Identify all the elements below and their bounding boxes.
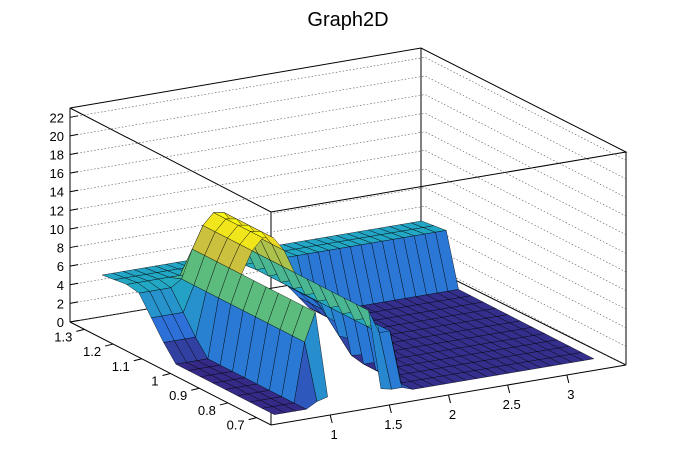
grid-line [69,75,627,180]
x-axis: 1 1.5 2 2.5 3 [329,374,574,442]
y-tick-mark [133,358,142,362]
z-tick-label: 12 [50,203,64,218]
y-tick-mark [104,343,114,347]
z-tick-label: 22 [50,110,64,125]
x-tick-label: 3 [567,387,574,402]
z-tick-label: 4 [57,278,64,293]
x-tick-label: 1.5 [384,417,402,432]
grid-line [69,187,627,291]
y-tick-label: 1.3 [54,329,72,344]
y-tick-mark [162,373,171,376]
z-tick-label: 14 [50,185,64,200]
grid-line [69,131,627,236]
z-tick-label: 10 [50,222,64,237]
x-tick-mark [329,414,333,424]
surface-plot [101,212,595,415]
z-tick-mark [69,152,79,156]
grid-line [69,112,627,217]
z-tick-mark [69,133,79,137]
y-tick-mark [248,417,257,421]
y-tick-mark [219,402,229,406]
z-tick-label: 2 [57,296,64,311]
x-tick-label: 2.5 [503,397,521,412]
z-tick-mark [69,226,79,230]
y-axis: 0.7 0.8 0.9 1 1.1 1.2 1.3 [54,328,257,433]
grid-line [69,150,627,254]
z-axis: 0 2 4 6 8 10 12 14 16 18 20 22 [50,110,79,330]
z-tick-label: 18 [50,148,64,163]
x-tick-mark [507,384,511,394]
x-tick-label: 2 [449,407,456,422]
z-tick-label: 6 [57,259,64,274]
z-tick-mark [69,189,79,193]
y-tick-label: 1.2 [83,344,101,359]
grid-line [69,168,627,273]
y-tick-mark [191,387,200,391]
z-tick-label: 0 [57,315,64,330]
z-tick-mark [69,245,79,249]
x-tick-mark [566,374,570,384]
y-tick-mark [76,328,85,332]
x-tick-mark [448,394,451,404]
z-tick-mark [69,282,79,286]
x-tick-label: 1 [331,427,338,442]
z-tick-mark [69,208,79,211]
z-tick-label: 20 [50,129,64,144]
z-tick-label: 16 [50,166,64,181]
grid-line [69,205,627,310]
z-tick-mark [69,264,79,267]
z-tick-mark [69,115,79,118]
grid-line [69,56,627,161]
grid-line [69,94,627,198]
x-tick-mark [388,404,392,414]
z-tick-mark [69,301,79,304]
y-tick-label: 0.8 [198,403,216,418]
y-tick-label: 1 [151,374,158,389]
chart-title: Graph2D [307,9,388,31]
z-tick-label: 8 [57,241,64,256]
y-tick-label: 0.7 [227,418,245,433]
y-tick-label: 0.9 [169,388,187,403]
z-tick-mark [69,320,79,323]
y-tick-label: 1.1 [112,359,130,374]
surface-cell [304,312,328,402]
z-tick-mark [69,171,79,174]
surface-cell [570,352,595,361]
